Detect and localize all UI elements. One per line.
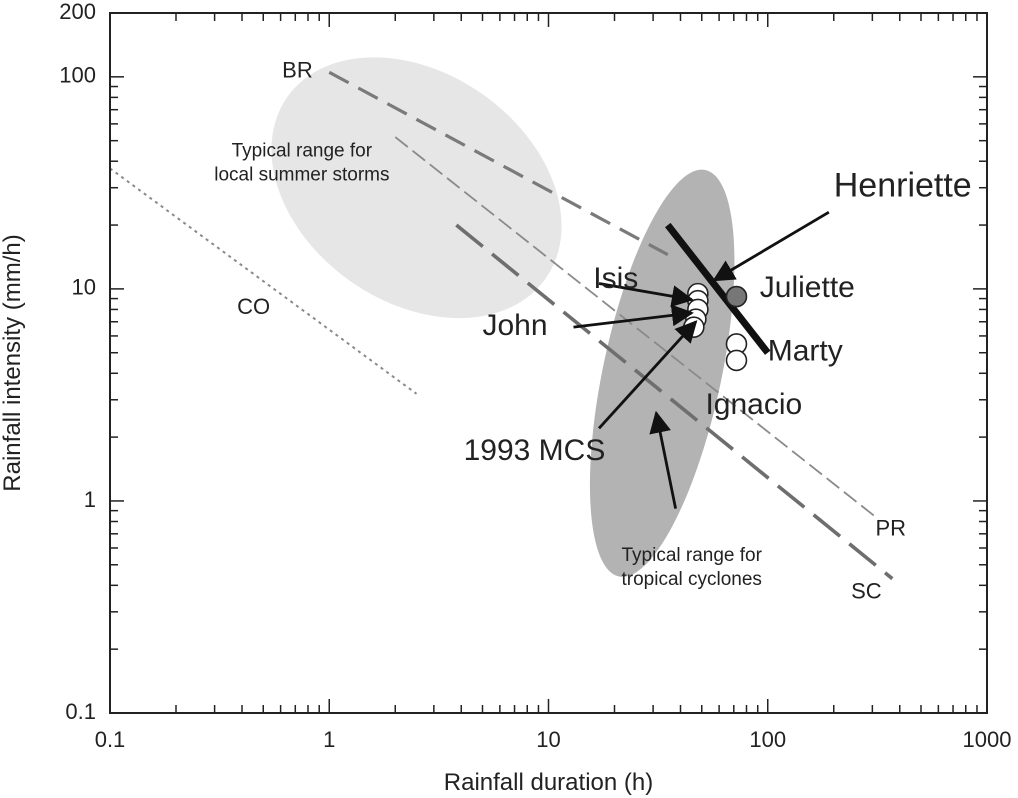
curve-sc (455, 223, 894, 581)
curve-co (109, 167, 418, 395)
label-isis: Isis (593, 262, 638, 295)
x-tick-label: 100 (749, 727, 786, 752)
x-axis-title: Rainfall duration (h) (444, 769, 653, 796)
arrow-1993-mcs (597, 320, 698, 430)
arrow-john (573, 304, 694, 329)
curve-label-pr: PR (875, 516, 906, 541)
x-tick-label: 1 (323, 727, 335, 752)
y-tick-label: 100 (59, 63, 96, 88)
henriette-line (665, 222, 771, 355)
plot-frame (109, 12, 988, 714)
y-tick-label: 10 (72, 275, 96, 300)
arrow-isis (598, 282, 694, 308)
label-henriette: Henriette (834, 167, 972, 205)
point-juliette (725, 285, 748, 308)
x-tick-label: 0.1 (95, 727, 126, 752)
curve-label-sc: SC (851, 578, 882, 603)
point-marty (725, 349, 748, 372)
y-tick-label: 200 (59, 0, 96, 24)
curve-label-br: BR (282, 57, 313, 82)
arrow-henriette (712, 210, 830, 282)
x-tick-label: 10 (536, 727, 560, 752)
curve-label-co: CO (237, 294, 270, 319)
label-john: John (482, 309, 547, 342)
region-summer (271, 57, 562, 319)
region-tropical (589, 169, 735, 577)
label-marty: Marty (768, 335, 843, 368)
region-label-tropical: Typical range for tropical cyclones (621, 545, 762, 590)
y-tick-label: 0.1 (65, 699, 96, 724)
region-label-summer: Typical range for local summer storms (214, 141, 389, 186)
y-tick-label: 1 (84, 487, 96, 512)
arrow-tropical (649, 410, 677, 509)
point-1993-mcs (683, 316, 705, 338)
label-juliette: Juliette (760, 271, 855, 304)
x-tick-label: 1000 (963, 727, 1012, 752)
label-ignacio: Ignacio (705, 388, 802, 421)
curve-pr (394, 136, 880, 520)
y-axis-title: Rainfall intensity (mm/h) (0, 234, 26, 491)
label-1993-mcs: 1993 MCS (464, 434, 606, 467)
